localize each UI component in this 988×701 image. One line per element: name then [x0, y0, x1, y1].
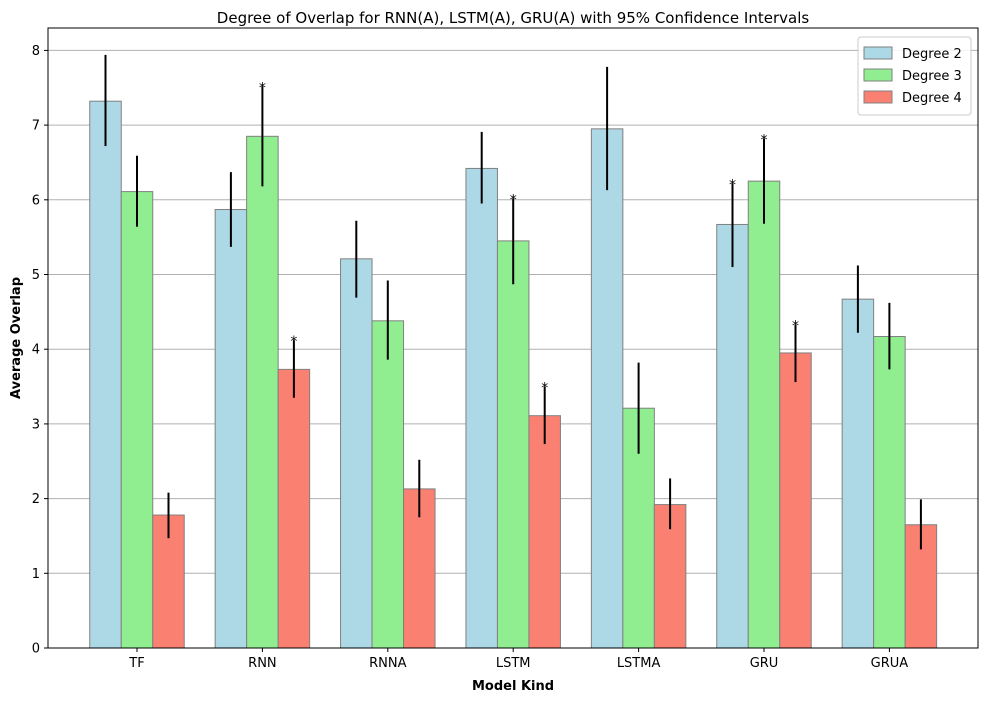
- bar: [590, 128, 624, 649]
- bar: [246, 135, 279, 649]
- significance-marker: *: [290, 334, 297, 350]
- significance-marker: *: [729, 177, 736, 193]
- y-tick-label: 3: [32, 417, 40, 432]
- bar: [89, 100, 122, 649]
- x-axis: TF RNN RNNA LSTM LSTMA GRU GRUA: [128, 648, 908, 671]
- bar: [496, 240, 530, 649]
- x-tick-label: GRUA: [871, 656, 909, 671]
- x-tick-label: LSTM: [496, 656, 531, 671]
- significance-marker: *: [792, 319, 799, 335]
- bar: [340, 258, 373, 649]
- legend-swatch: [863, 90, 893, 104]
- bar: [716, 223, 749, 649]
- significance-marker: *: [259, 80, 266, 96]
- x-tick-label: RNN: [248, 656, 276, 671]
- legend-label: Degree 4: [902, 91, 962, 106]
- bar: [214, 209, 248, 649]
- bar: [465, 167, 498, 649]
- x-tick-label: GRU: [750, 656, 779, 671]
- y-tick-label: 0: [32, 642, 40, 657]
- x-tick-label: LSTMA: [617, 656, 661, 671]
- bar: [371, 320, 405, 649]
- significance-marker: *: [761, 133, 768, 149]
- y-axis: 0 1 2 3 4 5 6 7 8: [32, 44, 48, 657]
- x-tick-label: RNNA: [369, 656, 406, 671]
- y-tick-label: 6: [32, 193, 40, 208]
- bar: [747, 180, 781, 649]
- bar: [120, 191, 154, 649]
- y-axis-label: Average Overlap: [9, 277, 24, 399]
- bar: [873, 336, 906, 649]
- error-bars: [104, 54, 922, 550]
- significance-marker: *: [541, 381, 548, 397]
- bar: [528, 415, 561, 649]
- bars: [89, 100, 938, 649]
- bar: [779, 352, 812, 649]
- legend-label: Degree 2: [902, 47, 962, 62]
- legend: Degree 2 Degree 3 Degree 4: [857, 36, 972, 116]
- x-axis-label: Model Kind: [472, 679, 554, 694]
- y-tick-label: 5: [32, 268, 40, 283]
- bar: [277, 368, 311, 649]
- significance-markers: * * * * * * *: [259, 80, 799, 396]
- bar: [841, 298, 875, 649]
- y-tick-label: 8: [32, 44, 40, 59]
- chart-title: Degree of Overlap for RNN(A), LSTM(A), G…: [217, 9, 810, 27]
- y-tick-label: 2: [32, 492, 40, 507]
- legend-swatch: [863, 46, 893, 60]
- significance-marker: *: [510, 192, 517, 208]
- x-tick-label: TF: [128, 656, 144, 671]
- y-tick-label: 4: [32, 343, 40, 358]
- legend-label: Degree 3: [902, 69, 962, 84]
- y-tick-label: 1: [32, 567, 40, 582]
- y-tick-label: 7: [32, 119, 40, 134]
- legend-swatch: [863, 68, 893, 82]
